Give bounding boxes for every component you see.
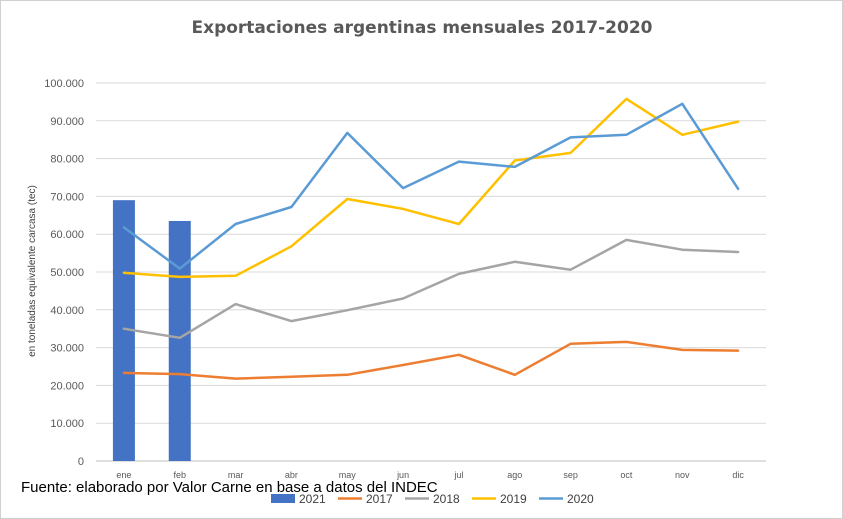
x-tick-label: mar bbox=[228, 470, 244, 480]
x-tick-label: sep bbox=[563, 470, 578, 480]
chart-legend: 2021 2017 2018 2019 2020 bbox=[271, 492, 594, 506]
x-tick-label: feb bbox=[173, 470, 186, 480]
y-tick-label: 40.000 bbox=[50, 305, 84, 317]
legend-label-2021: 2021 bbox=[299, 492, 326, 506]
x-tick-label: oct bbox=[620, 470, 633, 480]
x-tick-label: may bbox=[339, 470, 357, 480]
legend-swatch-2021 bbox=[271, 494, 295, 503]
x-tick-label: ago bbox=[507, 470, 522, 480]
y-axis-label: en toneladas equivalente carcasa (tec) bbox=[27, 185, 38, 357]
x-tick-label: abr bbox=[285, 470, 298, 480]
legend-label-2020: 2020 bbox=[567, 492, 594, 506]
series-line-2017 bbox=[122, 340, 740, 380]
chart-title: Exportaciones argentinas mensuales 2017-… bbox=[191, 18, 652, 38]
x-tick-labels: ene feb mar abr may jun jul ago sep oct nov dic bbox=[116, 470, 744, 480]
y-tick-labels: 0 10.000 20.000 30.000 40.000 50.000 60.000 70.… bbox=[44, 78, 84, 468]
series-line-2018 bbox=[122, 238, 740, 340]
y-tick-label: 10.000 bbox=[50, 418, 84, 430]
bar-2021-ene bbox=[112, 200, 135, 461]
bar-2021-feb bbox=[168, 220, 191, 461]
x-tick-label: jul bbox=[453, 470, 463, 480]
y-tick-label: 50.000 bbox=[50, 267, 84, 279]
y-tick-label: 20.000 bbox=[50, 380, 84, 392]
legend-label-2019: 2019 bbox=[500, 492, 527, 506]
x-tick-label: dic bbox=[732, 470, 744, 480]
x-tick-label: nov bbox=[675, 470, 690, 480]
series-line-2020 bbox=[122, 102, 740, 270]
y-tick-label: 60.000 bbox=[50, 229, 84, 241]
y-tick-label: 90.000 bbox=[50, 116, 84, 128]
y-tick-label: 0 bbox=[78, 456, 84, 468]
y-tick-label: 80.000 bbox=[50, 154, 84, 166]
y-tick-label: 30.000 bbox=[50, 343, 84, 355]
line-series bbox=[122, 97, 740, 380]
x-tick-label: jun bbox=[396, 470, 409, 480]
y-tick-label: 100.000 bbox=[44, 78, 84, 90]
bar-series bbox=[112, 200, 191, 461]
y-tick-label: 70.000 bbox=[50, 191, 84, 203]
source-note: Fuente: elaborado por Valor Carne en bas… bbox=[21, 479, 438, 496]
legend-label-2017: 2017 bbox=[366, 492, 393, 506]
grid-lines bbox=[96, 82, 766, 462]
series-line-2019 bbox=[122, 97, 740, 279]
x-tick-label: ene bbox=[116, 470, 131, 480]
legend-label-2018: 2018 bbox=[433, 492, 460, 506]
